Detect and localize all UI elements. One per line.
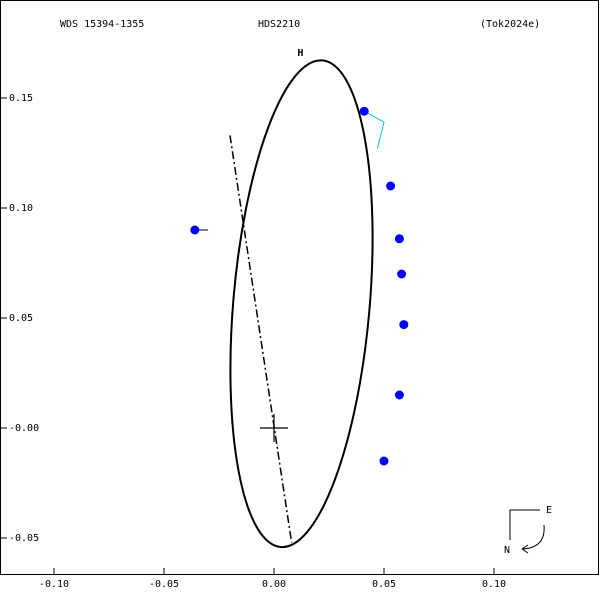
observation-point bbox=[394, 234, 404, 244]
observation-point bbox=[394, 390, 404, 400]
observation-point bbox=[397, 269, 407, 279]
y-tick-label: -0.05 bbox=[9, 533, 39, 544]
observation-point bbox=[399, 320, 409, 330]
header-right: (Tok2024e) bbox=[480, 19, 540, 30]
y-tick-label: 0.05 bbox=[9, 313, 33, 324]
y-tick-label: 0.10 bbox=[9, 203, 33, 214]
compass: E N bbox=[504, 505, 552, 556]
compass-east-label: E bbox=[546, 505, 552, 516]
x-axis-ticks: -0.10 -0.05 0.00 0.05 0.10 bbox=[39, 568, 506, 590]
plot-frame bbox=[0, 0, 599, 575]
compass-east-arm bbox=[509, 509, 540, 540]
periastron-marker: H bbox=[297, 48, 303, 59]
orbit-ellipse bbox=[229, 59, 374, 549]
x-tick-label: 0.10 bbox=[482, 579, 506, 590]
observation-point bbox=[190, 225, 200, 235]
header-center: HDS2210 bbox=[258, 19, 300, 30]
compass-arrowhead bbox=[521, 544, 529, 554]
y-axis-ticks: 0.15 0.10 0.05 -0.00 -0.05 bbox=[1, 93, 39, 544]
compass-rotation-arrow bbox=[521, 524, 545, 550]
header-left: WDS 15394-1355 bbox=[60, 19, 144, 30]
residual-segment-cyan bbox=[363, 110, 385, 149]
x-tick-label: -0.10 bbox=[39, 579, 69, 590]
observation-point bbox=[386, 181, 396, 191]
x-tick-label: 0.00 bbox=[262, 579, 286, 590]
y-tick-label: -0.00 bbox=[9, 423, 39, 434]
line-of-nodes bbox=[229, 135, 293, 543]
observation-point bbox=[359, 106, 369, 116]
observation-point bbox=[379, 456, 389, 466]
y-tick-label: 0.15 bbox=[9, 93, 33, 104]
x-tick-label: 0.05 bbox=[372, 579, 396, 590]
observations bbox=[190, 106, 409, 466]
x-tick-label: -0.05 bbox=[149, 579, 179, 590]
compass-north-label: N bbox=[504, 545, 510, 556]
primary-star-cross bbox=[260, 414, 288, 442]
